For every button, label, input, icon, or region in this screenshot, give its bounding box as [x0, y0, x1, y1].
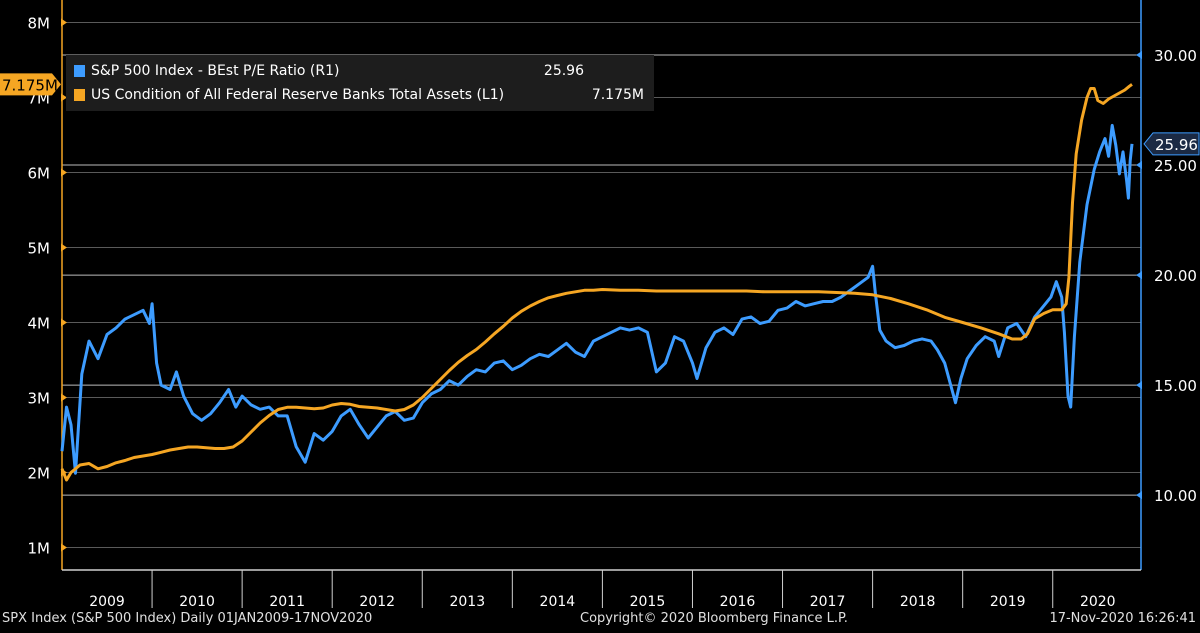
left-tick-label-8M: 8M [28, 15, 51, 33]
left-tick-marker-5M [61, 243, 67, 252]
chart-legend: S&P 500 Index - BEst P/E Ratio (R1) 25.9… [66, 55, 654, 111]
left-last-value-label: 7.175M [2, 76, 58, 94]
footer-security: SPX Index (S&P 500 Index) Daily 01JAN200… [2, 611, 373, 626]
legend-swatch-pe-ratio [74, 65, 85, 77]
left-tick-label-3M: 3M [28, 390, 51, 408]
x-tick-label-2019: 2019 [990, 594, 1026, 610]
x-tick-label-2010: 2010 [179, 594, 215, 610]
x-tick-label-2009: 2009 [89, 594, 125, 610]
left-tick-marker-6M [61, 168, 67, 177]
right-tick-marker-15.00 [1136, 381, 1142, 390]
left-tick-marker-4M [61, 318, 67, 327]
legend-item-fed-assets: US Condition of All Federal Reserve Bank… [66, 83, 654, 107]
right-tick-marker-25.00 [1136, 161, 1142, 170]
left-tick-label-2M: 2M [28, 465, 51, 483]
x-tick-label-2016: 2016 [720, 594, 756, 610]
right-tick-label-15.00: 15.00 [1154, 377, 1197, 395]
right-last-value-tag [1143, 132, 1200, 156]
footer-copyright: Copyright© 2020 Bloomberg Finance L.P. [580, 611, 848, 626]
right-tick-label-10.00: 10.00 [1154, 487, 1197, 505]
left-tick-label-6M: 6M [28, 165, 51, 183]
legend-value-pe-ratio: 25.96 [543, 63, 584, 79]
left-tick-label-4M: 4M [28, 315, 51, 333]
right-tick-marker-30.00 [1136, 51, 1142, 60]
legend-label-fed-assets: US Condition of All Federal Reserve Bank… [91, 87, 505, 103]
left-last-value-tag [0, 73, 61, 96]
x-tick-label-2017: 2017 [810, 594, 846, 610]
x-tick-label-2020: 2020 [1080, 594, 1116, 610]
left-tick-marker-3M [61, 393, 67, 402]
series-line-pe-ratio [60, 123, 1134, 475]
x-tick-label-2014: 2014 [540, 594, 576, 610]
legend-value-fed-assets: 7.175M [591, 87, 644, 103]
right-tick-label-20.00: 20.00 [1154, 267, 1197, 285]
right-tick-label-25.00: 25.00 [1154, 157, 1197, 175]
right-tick-marker-10.00 [1136, 491, 1142, 500]
x-tick-label-2011: 2011 [269, 594, 305, 610]
right-tick-marker-20.00 [1136, 271, 1142, 280]
left-tick-label-5M: 5M [28, 240, 51, 258]
right-last-value-label: 25.96 [1155, 136, 1198, 154]
left-tick-marker-8M [61, 18, 67, 27]
left-tick-label-1M: 1M [28, 540, 51, 558]
x-tick-label-2015: 2015 [630, 594, 666, 610]
legend-item-pe-ratio: S&P 500 Index - BEst P/E Ratio (R1) 25.9… [66, 59, 654, 83]
left-tick-marker-7M [61, 93, 67, 102]
right-tick-label-30.00: 30.00 [1154, 47, 1197, 65]
series-line-fed-assets [60, 83, 1133, 482]
legend-label-pe-ratio: S&P 500 Index - BEst P/E Ratio (R1) [91, 63, 340, 79]
left-tick-marker-1M [61, 543, 67, 552]
x-tick-label-2013: 2013 [449, 594, 485, 610]
footer-timestamp: 17-Nov-2020 16:26:41 [1049, 611, 1196, 626]
x-tick-label-2018: 2018 [900, 594, 936, 610]
x-tick-label-2012: 2012 [359, 594, 395, 610]
legend-swatch-fed-assets [74, 89, 85, 101]
